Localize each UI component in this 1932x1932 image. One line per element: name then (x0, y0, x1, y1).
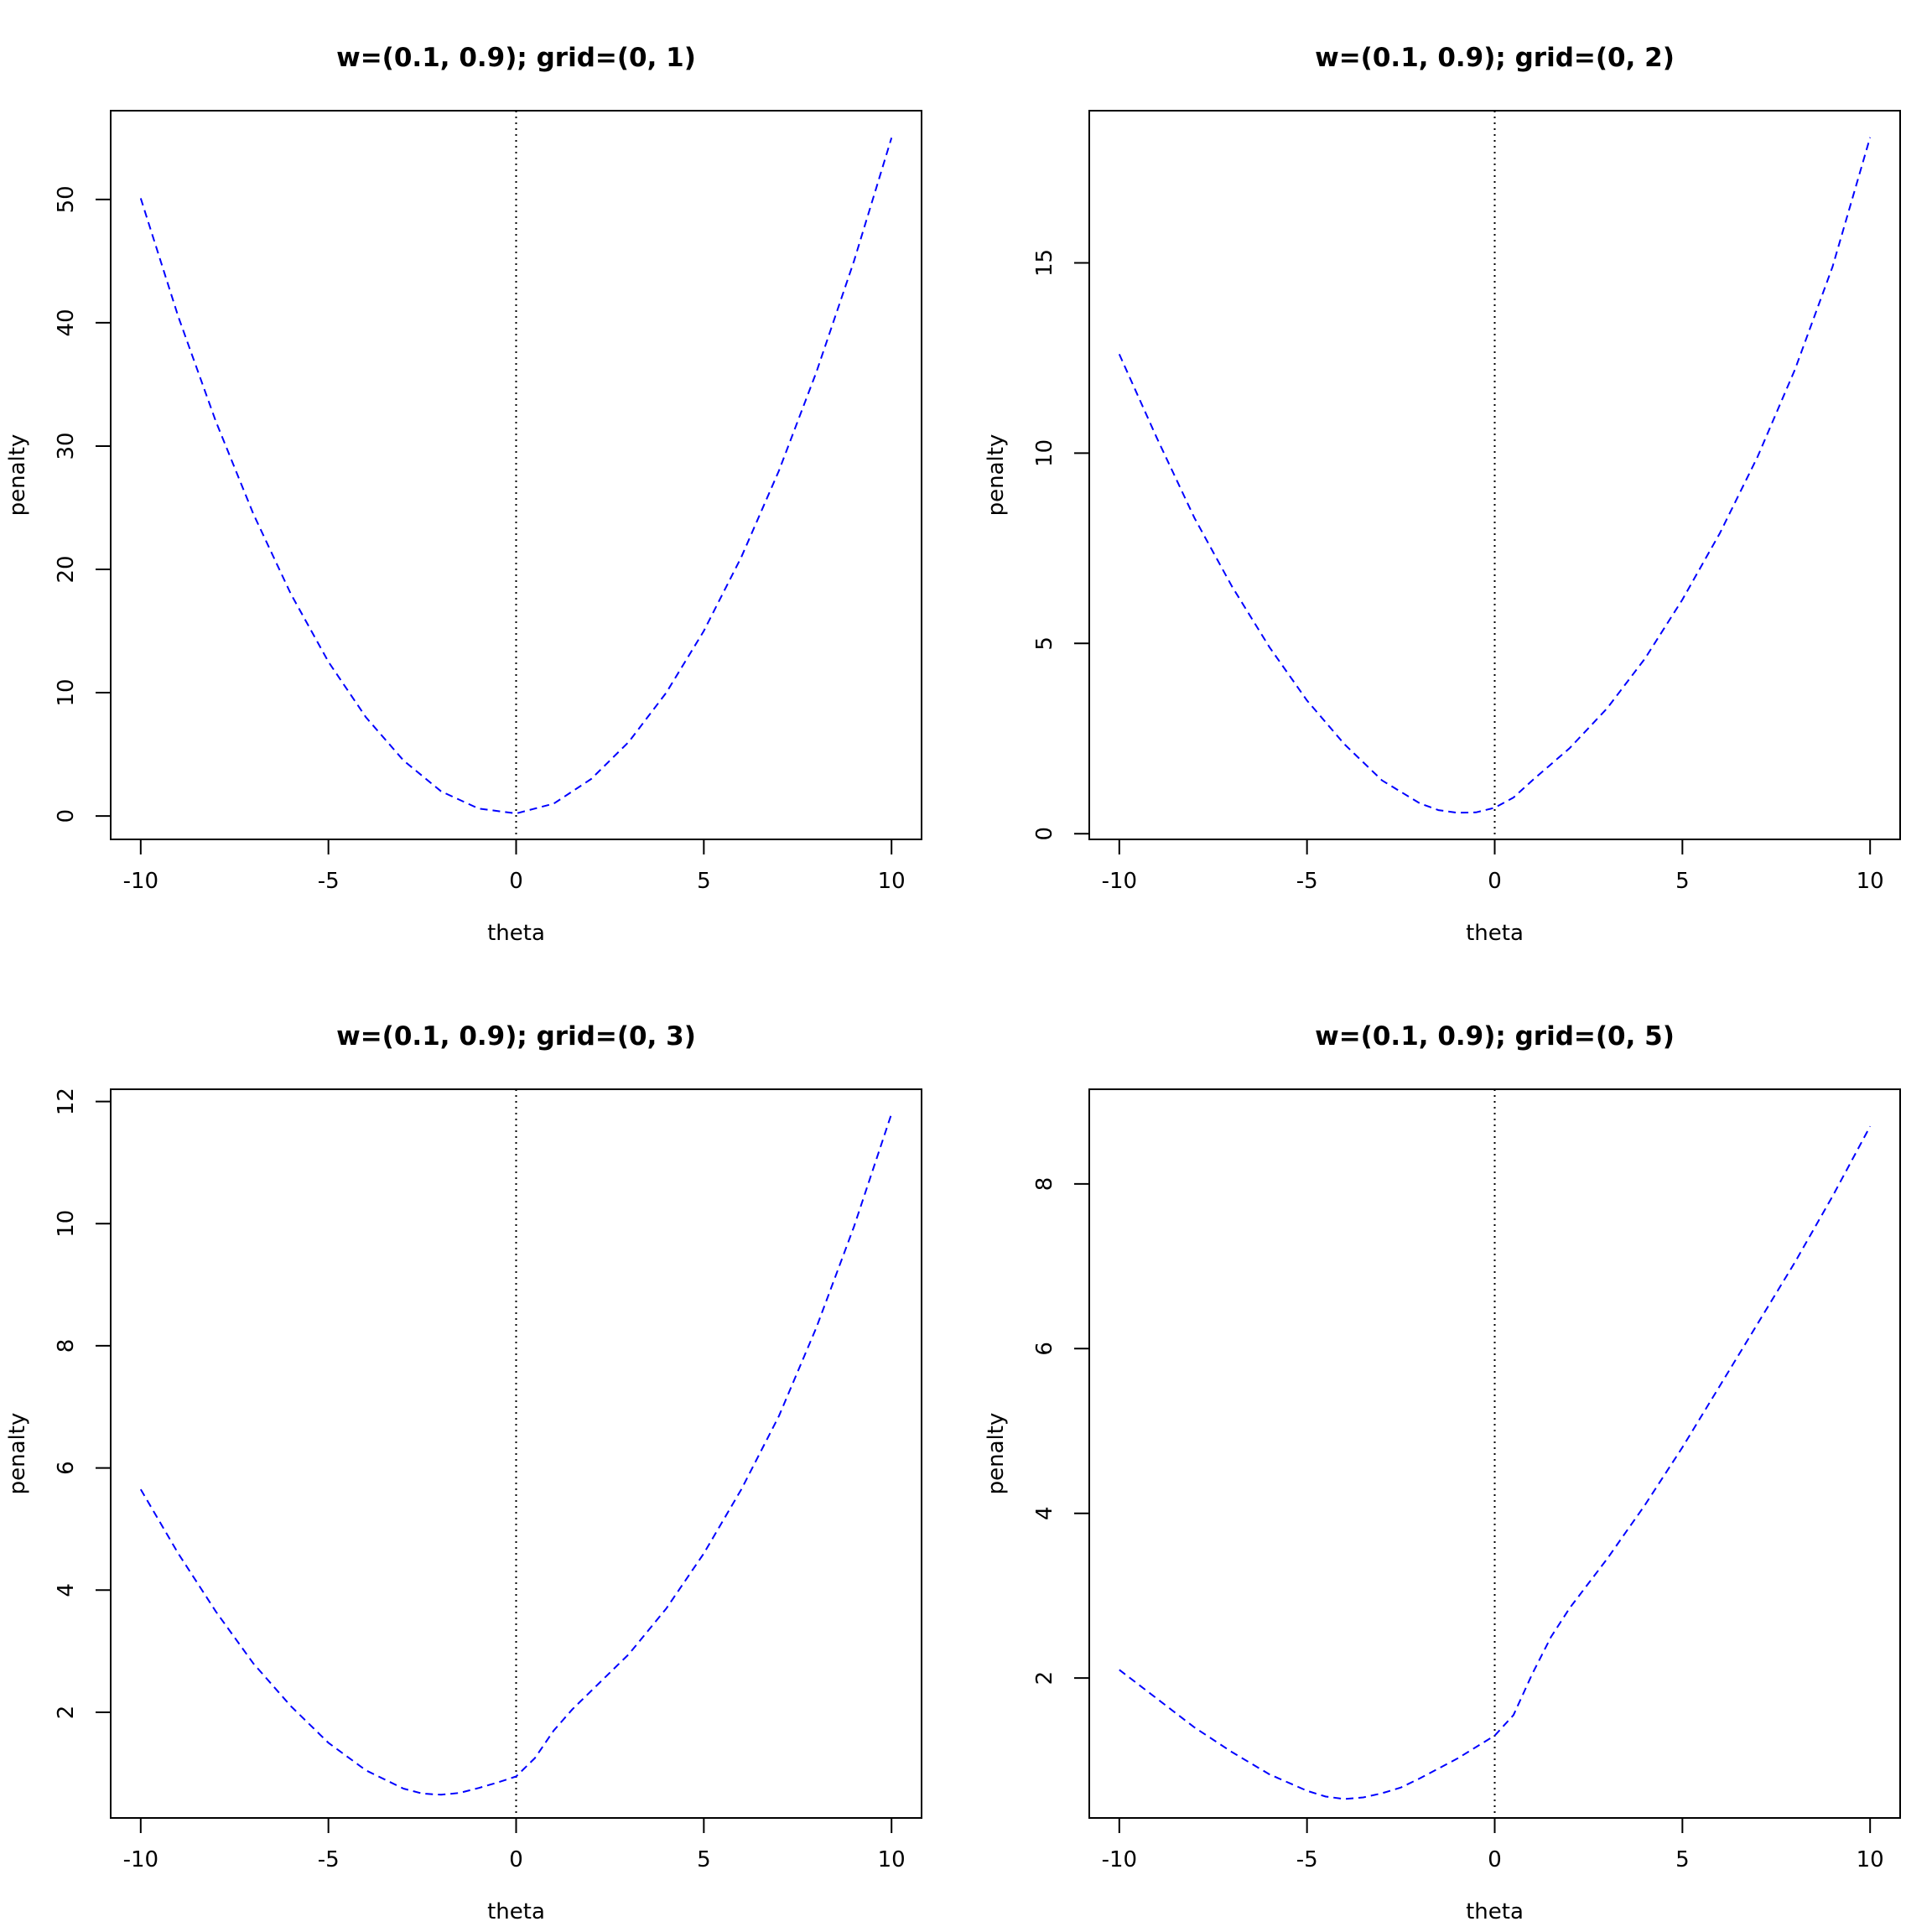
x-axis-label: theta (487, 1899, 545, 1924)
y-tick-label: 20 (54, 555, 79, 583)
chart-title: w=(0.1, 0.9); grid=(0, 5) (1315, 1021, 1675, 1052)
y-axis-label: penalty (5, 434, 30, 517)
x-tick-label: 5 (697, 869, 711, 894)
x-tick-label: 5 (1675, 869, 1690, 894)
x-tick-label: 0 (1488, 869, 1502, 894)
x-tick-label: 5 (697, 1847, 711, 1872)
chart-panel-2: w=(0.1, 0.9); grid=(0, 2) -10 -5 0 5 10 0 5 10 15… (984, 43, 1901, 946)
x-tick-label: -10 (123, 869, 158, 894)
y-tick-label: 15 (1032, 249, 1057, 277)
x-tick-label: 10 (1857, 1847, 1884, 1872)
y-tick-label: 12 (54, 1088, 79, 1115)
x-tick-label: -10 (123, 1847, 158, 1872)
y-tick-label: 40 (54, 309, 79, 336)
chart-panel-3: w=(0.1, 0.9); grid=(0, 3) -10 -5 0 5 10 2 4 6 8 10… (5, 1021, 922, 1924)
series-line-1 (139, 138, 893, 815)
y-tick-label: 50 (54, 185, 79, 213)
x-tick-label: -5 (318, 869, 340, 894)
series-line-1 (139, 1113, 893, 1796)
x-tick-label: 10 (878, 869, 906, 894)
x-tick-label: 5 (1675, 1847, 1690, 1872)
y-tick-label: 4 (1032, 1506, 1057, 1520)
x-axis-label: theta (1466, 921, 1524, 946)
y-tick-label: 10 (54, 1210, 79, 1238)
series-line-1 (1118, 137, 1872, 814)
y-tick-label: 0 (1032, 827, 1057, 841)
y-axis-label: penalty (984, 1413, 1009, 1495)
x-tick-label: 0 (1488, 1847, 1502, 1872)
y-axis-label: penalty (5, 1413, 30, 1495)
chart-title: w=(0.1, 0.9); grid=(0, 1) (336, 43, 696, 73)
y-tick-label: 4 (54, 1583, 79, 1597)
x-tick-label: 0 (509, 1847, 523, 1872)
x-tick-label: 10 (878, 1847, 906, 1872)
y-tick-label: 2 (1032, 1671, 1057, 1685)
x-axis-label: theta (487, 921, 545, 946)
y-tick-label: 10 (54, 678, 79, 706)
x-axis-label: theta (1466, 1899, 1524, 1924)
y-axis-label: penalty (984, 434, 1009, 517)
x-tick-label: -10 (1102, 1847, 1137, 1872)
x-tick-label: 10 (1857, 869, 1884, 894)
chart-title: w=(0.1, 0.9); grid=(0, 2) (1315, 43, 1675, 73)
chart-title: w=(0.1, 0.9); grid=(0, 3) (336, 1021, 696, 1052)
x-tick-label: -5 (1296, 1847, 1318, 1872)
x-tick-label: -5 (1296, 869, 1318, 894)
chart-panel-1: w=(0.1, 0.9); grid=(0, 1) -10 -5 0 5 10 0 10 20 3… (5, 43, 922, 946)
y-tick-label: 10 (1032, 439, 1057, 467)
chart-panel-4: w=(0.1, 0.9); grid=(0, 5) -10 -5 0 5 10 2 4 6 8 th… (984, 1021, 1901, 1924)
y-tick-label: 2 (54, 1706, 79, 1720)
x-tick-label: 0 (509, 869, 523, 894)
y-tick-label: 0 (54, 809, 79, 823)
series-line-1 (1119, 1125, 1872, 1800)
y-tick-label: 5 (1032, 636, 1057, 651)
y-tick-label: 8 (54, 1339, 79, 1353)
y-tick-label: 6 (54, 1461, 79, 1475)
y-tick-label: 8 (1032, 1177, 1057, 1192)
x-tick-label: -10 (1102, 869, 1137, 894)
y-tick-label: 6 (1032, 1342, 1057, 1356)
y-tick-label: 30 (54, 432, 79, 460)
x-tick-label: -5 (318, 1847, 340, 1872)
